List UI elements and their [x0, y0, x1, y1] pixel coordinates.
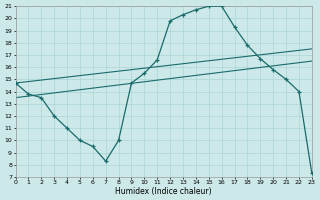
X-axis label: Humidex (Indice chaleur): Humidex (Indice chaleur): [116, 187, 212, 196]
